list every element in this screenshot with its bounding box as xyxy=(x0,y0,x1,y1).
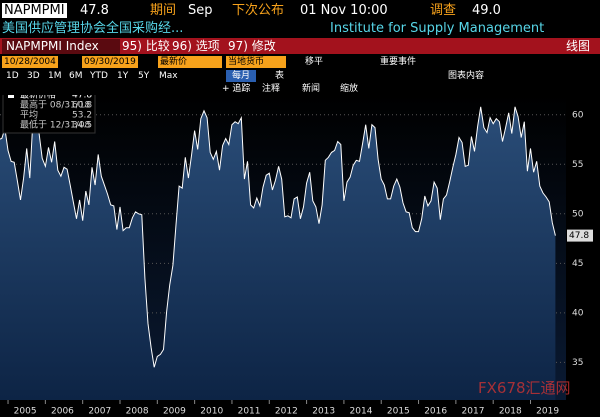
smoothing[interactable]: 移平 xyxy=(305,57,324,67)
y-tick-label: 55 xyxy=(572,160,583,170)
start-date[interactable]: 10/28/2004 xyxy=(2,56,58,68)
security[interactable]: NAPMPMI Index xyxy=(2,39,120,54)
y-tick-label: 50 xyxy=(572,209,584,219)
chart: 35 40 45 50 55 60 2005 2006 2007 2008 2009 2010 2011… xyxy=(0,95,593,417)
line xyxy=(0,106,556,368)
watermark: FX678汇通网 xyxy=(478,379,571,397)
period-button[interactable]: 5Y xyxy=(138,71,150,81)
stat-label: 平均 xyxy=(20,109,38,121)
period-button[interactable]: Max xyxy=(159,71,178,81)
x-tick-label: 2007 xyxy=(88,407,111,417)
x-tick-label: 2010 xyxy=(200,407,223,417)
end-date[interactable]: 09/30/2019 xyxy=(82,56,138,68)
legend-swatch xyxy=(8,95,14,98)
survey-label: 调查 xyxy=(430,3,457,18)
name-cn: 美国供应管理协会全国采购经... xyxy=(2,21,184,36)
x-tick-label: 2018 xyxy=(499,407,522,417)
x-tick-label: 2014 xyxy=(350,407,373,417)
tool-button[interactable]: + 追踪 xyxy=(222,84,251,94)
action-bar xyxy=(0,38,600,54)
stat-label: 最高于 08/31/18 xyxy=(20,99,91,111)
x-tick-label: 2017 xyxy=(462,407,485,417)
area xyxy=(0,106,556,400)
action[interactable]: 96) 选项 xyxy=(172,39,220,53)
x-tick-label: 2008 xyxy=(126,407,149,417)
tool-button[interactable]: 缩放 xyxy=(340,84,359,94)
x-tick-label: 2005 xyxy=(14,407,37,417)
x-tick-label: 2013 xyxy=(312,407,335,417)
y-tick-label: 45 xyxy=(572,259,583,269)
legend-value: 47.8 xyxy=(72,95,92,101)
period-button[interactable]: 1Y xyxy=(117,71,129,81)
next-label: 下次公布 xyxy=(232,3,285,18)
legend-box xyxy=(2,95,96,134)
value: 47.8 xyxy=(80,3,109,18)
action[interactable]: 95) 比较 xyxy=(122,39,170,53)
period: Sep xyxy=(188,3,213,18)
currency[interactable]: 当地货币 xyxy=(226,56,286,68)
contents[interactable]: 图表内容 xyxy=(448,71,485,81)
x-tick-label: 2015 xyxy=(387,407,410,417)
x-tick-label: 2016 xyxy=(424,407,447,417)
action[interactable]: 97) 修改 xyxy=(228,39,276,53)
survey: 49.0 xyxy=(472,3,501,18)
tool-button[interactable]: 注释 xyxy=(262,84,281,94)
stat-value: 60.8 xyxy=(72,101,92,111)
ticker: NAPMPMI xyxy=(2,3,67,18)
events[interactable]: 重要事件 xyxy=(380,57,417,67)
table[interactable]: 表 xyxy=(275,71,285,81)
period-button[interactable]: YTD xyxy=(90,71,108,81)
y-tick-label: 60 xyxy=(572,110,584,120)
stat-label: 最低于 12/31/08 xyxy=(20,119,91,131)
stat-value: 34.5 xyxy=(72,121,92,131)
period-label: 期间 xyxy=(150,3,177,18)
field[interactable]: 最新价 xyxy=(158,56,222,68)
name-en: Institute for Supply Management xyxy=(330,21,545,36)
period-button[interactable]: 3D xyxy=(27,71,40,81)
x-tick-label: 2009 xyxy=(163,407,186,417)
x-tick-label: 2011 xyxy=(238,407,261,417)
period-button[interactable]: 1M xyxy=(48,71,62,81)
y-tick-label: 40 xyxy=(572,308,584,318)
x-tick-label: 2006 xyxy=(51,407,74,417)
last-tag xyxy=(567,229,593,242)
period-button[interactable]: 6M xyxy=(69,71,83,81)
x-tick-label: 2012 xyxy=(275,407,298,417)
frequency[interactable]: 每月 xyxy=(226,70,257,82)
chart-type[interactable]: 线图 xyxy=(566,39,591,53)
next: 01 Nov 10:00 xyxy=(300,3,388,18)
y-tick-label: 35 xyxy=(572,358,583,368)
x-tick-label: 2019 xyxy=(536,407,559,417)
stat-value: 53.2 xyxy=(72,111,92,121)
tool-button[interactable]: 新闻 xyxy=(302,84,321,94)
legend-label: 最新价格 xyxy=(20,95,56,101)
last-tag-label: 47.8 xyxy=(569,231,589,241)
period-button[interactable]: 1D xyxy=(6,71,19,81)
